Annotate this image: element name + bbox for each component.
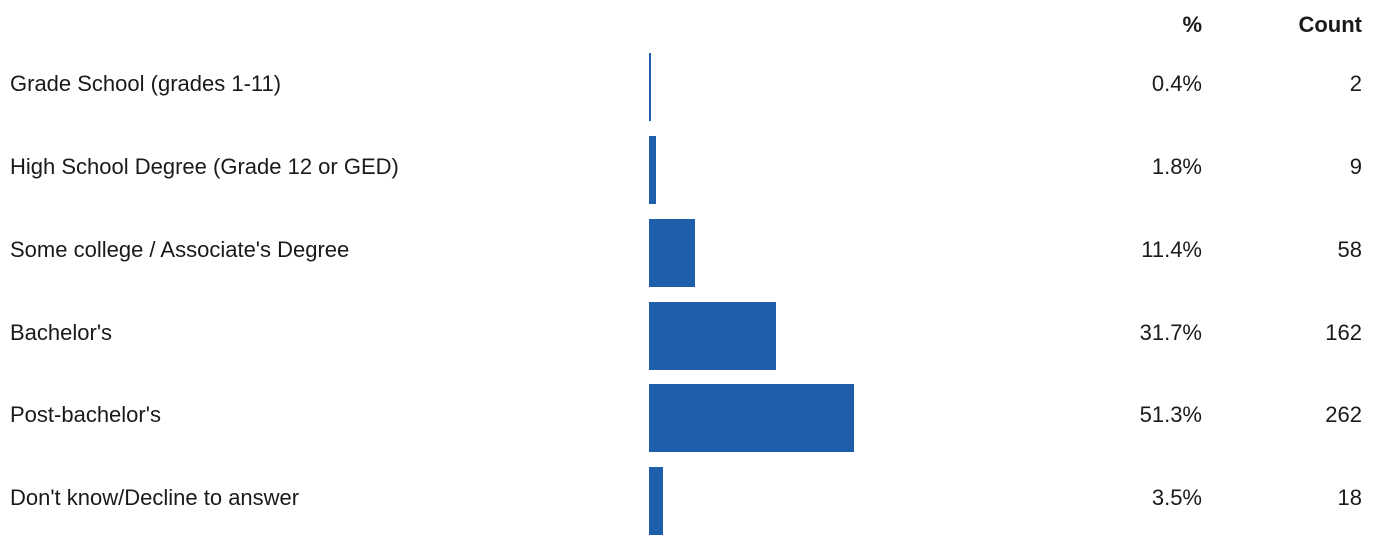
percent-value: 31.7% (1139, 320, 1202, 345)
chart-row: Bachelor's 31.7% 162 (0, 302, 1375, 370)
count-column-header: Count (1298, 12, 1362, 37)
count-value: 262 (1325, 402, 1362, 427)
count-value: 2 (1349, 71, 1362, 96)
count-value: 9 (1349, 154, 1362, 179)
bar-track (649, 136, 1049, 204)
percent-value: 51.3% (1139, 402, 1202, 427)
category-label: High School Degree (Grade 12 or GED) (10, 154, 399, 179)
chart-row: Grade School (grades 1-11) 0.4% 2 (0, 53, 1375, 121)
chart-row: Post-bachelor's 51.3% 262 (0, 384, 1375, 452)
bar (649, 467, 663, 535)
count-value: 162 (1325, 320, 1362, 345)
percent-value: 11.4% (1141, 237, 1202, 262)
bar-track (649, 467, 1049, 535)
bar-track (649, 302, 1049, 370)
category-label: Post-bachelor's (10, 402, 161, 427)
bar-track (649, 219, 1049, 287)
bar (649, 384, 855, 452)
chart-row: Some college / Associate's Degree 11.4% 58 (0, 219, 1375, 287)
percent-value: 1.8% (1151, 154, 1202, 179)
bar (649, 219, 695, 287)
count-value: 58 (1337, 237, 1362, 262)
percent-column-header: % (1182, 12, 1202, 37)
category-label: Bachelor's (10, 320, 113, 345)
bar-track (649, 384, 1049, 452)
bar (649, 53, 651, 121)
category-label: Don't know/Decline to answer (10, 485, 300, 510)
bar-track (649, 53, 1049, 121)
category-label: Some college / Associate's Degree (10, 237, 350, 262)
category-label: Grade School (grades 1-11) (10, 71, 282, 96)
count-value: 18 (1337, 485, 1362, 510)
percent-value: 3.5% (1151, 485, 1202, 510)
chart-row: Don't know/Decline to answer 3.5% 18 (0, 467, 1375, 535)
bar (649, 136, 657, 204)
chart-row: High School Degree (Grade 12 or GED) 1.8%… (0, 136, 1375, 204)
percent-value: 0.4% (1151, 71, 1202, 96)
bar (649, 302, 776, 370)
